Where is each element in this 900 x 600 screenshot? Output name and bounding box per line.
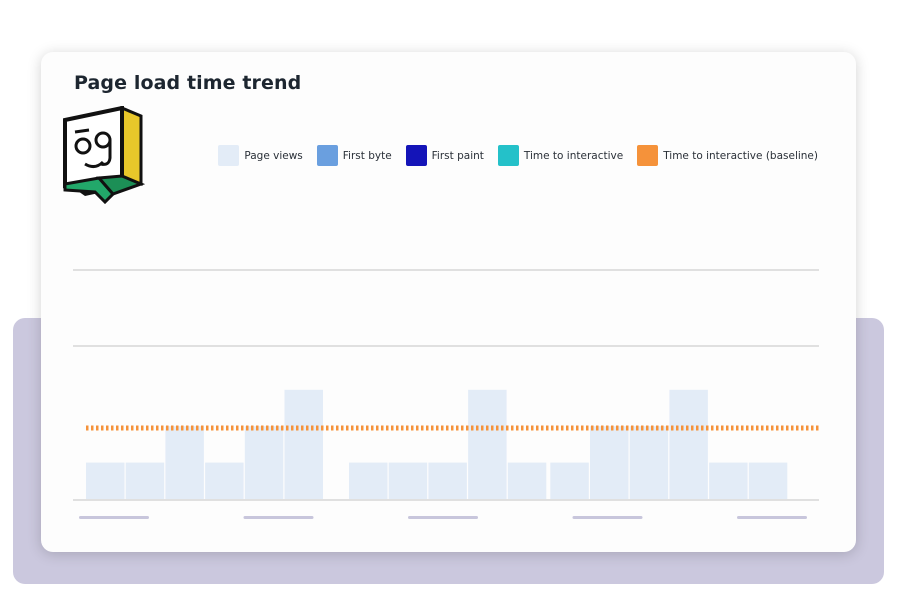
legend-item-first-paint[interactable]: First paint	[405, 145, 484, 166]
legend-label: Page views	[244, 149, 303, 162]
chart-title: Page load time trend	[74, 72, 302, 94]
legend-item-page-views[interactable]: Page views	[218, 145, 303, 166]
legend-label: First paint	[431, 149, 484, 162]
chart-legend: Page views First byte First paint Time t…	[204, 145, 818, 166]
x-tick-label-placeholder	[408, 516, 478, 519]
bar-page-views	[244, 426, 284, 499]
bar-page-views	[748, 462, 788, 499]
x-tick-label-placeholder	[79, 516, 149, 519]
legend-label: Time to interactive (baseline)	[663, 149, 818, 162]
bar-page-views	[669, 389, 708, 499]
x-tick-label-placeholder	[737, 516, 807, 519]
legend-swatch	[637, 145, 659, 166]
legend-label: Time to interactive	[523, 149, 624, 162]
x-tick-label-placeholder	[243, 516, 314, 519]
bar-page-views	[507, 462, 547, 499]
chart-plot	[73, 269, 819, 519]
bar-page-views	[165, 426, 204, 499]
bar-page-views	[205, 462, 244, 499]
legend-item-baseline[interactable]: Time to interactive (baseline)	[637, 145, 818, 166]
legend-label: First byte	[342, 149, 392, 162]
legend-swatch	[316, 145, 338, 166]
legend-item-time-to-interactive[interactable]: Time to interactive	[497, 145, 624, 166]
legend-swatch	[497, 145, 519, 166]
open-graph-logo-icon	[63, 106, 146, 204]
legend-swatch	[405, 145, 427, 166]
bar-page-views	[590, 426, 629, 499]
chart-card: Page load time trend Page views First by…	[41, 52, 856, 552]
bar-page-views	[709, 462, 748, 499]
bar-page-views	[550, 462, 589, 499]
bar-page-views	[629, 426, 669, 499]
legend-swatch	[218, 145, 240, 166]
bar-page-views	[468, 389, 507, 499]
bar-page-views	[125, 462, 165, 499]
bar-page-views	[284, 389, 323, 499]
bar-page-views	[349, 462, 388, 499]
bar-page-views	[428, 462, 467, 499]
bar-page-views	[388, 462, 428, 499]
legend-item-first-byte[interactable]: First byte	[316, 145, 392, 166]
x-tick-label-placeholder	[572, 516, 643, 519]
bar-page-views	[86, 462, 125, 499]
